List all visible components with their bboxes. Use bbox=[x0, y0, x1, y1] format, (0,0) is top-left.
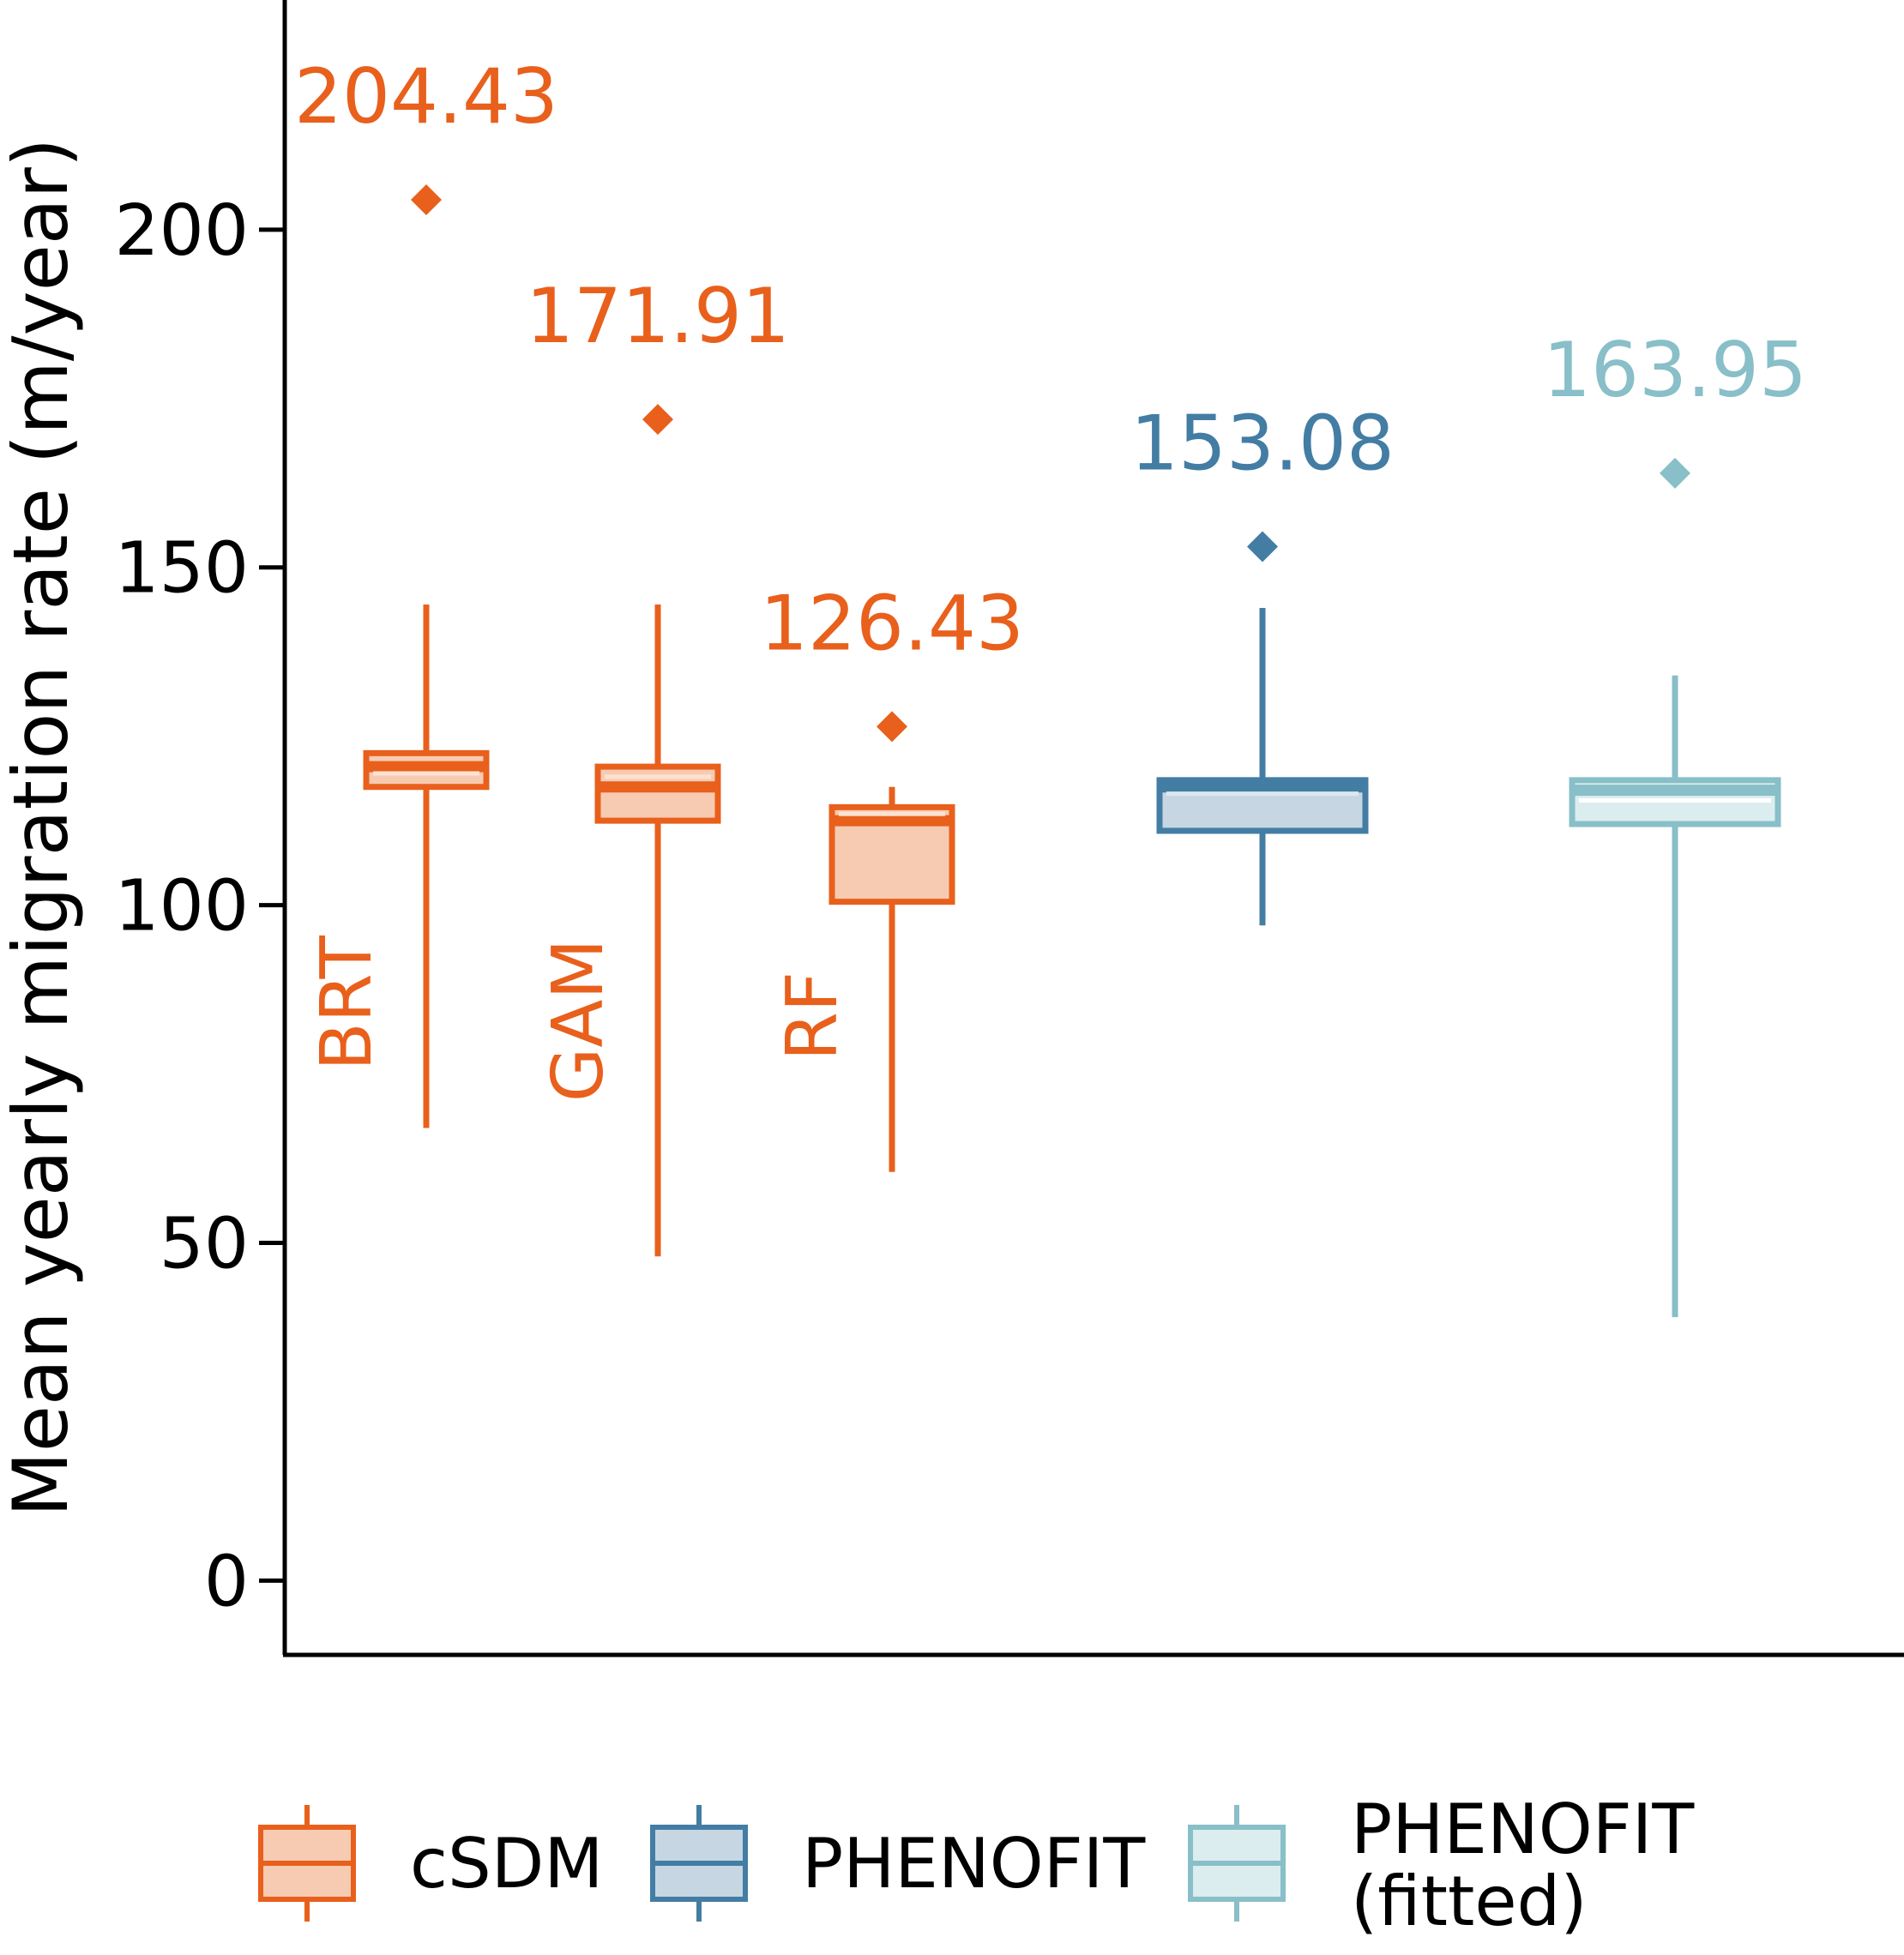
outlier-value-label: 163.95 bbox=[1543, 326, 1807, 414]
outlier-point bbox=[877, 711, 907, 743]
model-label: GAM bbox=[538, 939, 619, 1102]
outlier-value-label: 171.91 bbox=[526, 272, 790, 360]
legend-label: (fitted) bbox=[1351, 1862, 1588, 1941]
outlier-point bbox=[411, 183, 442, 215]
y-axis-title: Mean yearly migration rate (m/year) bbox=[0, 138, 85, 1517]
box-rf: 126.43 RF bbox=[760, 579, 1024, 1172]
legend-label: PHENOFIT bbox=[802, 1824, 1146, 1904]
model-label: RF bbox=[772, 971, 853, 1061]
box-phenofit-fitted-: 163.95 bbox=[1543, 326, 1807, 1318]
y-tick-label: 0 bbox=[204, 1541, 249, 1622]
y-tick-label: 50 bbox=[160, 1203, 249, 1284]
legend-label: PHENOFIT bbox=[1351, 1790, 1695, 1869]
y-tick-label: 100 bbox=[114, 866, 249, 947]
y-axis: 0 50 100 150 200 bbox=[114, 190, 285, 1622]
legend-item-csdm: cSDM bbox=[258, 1805, 603, 1922]
outlier-point bbox=[1247, 531, 1278, 562]
box-phenofit: 153.08 bbox=[1130, 399, 1395, 926]
box-brt: 204.43 BRT bbox=[294, 52, 558, 1128]
legend-label: cSDM bbox=[410, 1824, 603, 1904]
box-gam: 171.91 GAM bbox=[526, 272, 790, 1257]
legend-item-phenofit-fitted-: PHENOFIT(fitted) bbox=[1188, 1790, 1695, 1941]
y-tick-label: 200 bbox=[114, 190, 249, 272]
y-tick-label: 150 bbox=[114, 528, 249, 610]
outlier-value-label: 126.43 bbox=[760, 579, 1024, 667]
box-series: 204.43 BRT 171.91 GAM 126.43 RF 153.08 163.95 bbox=[294, 52, 1807, 1318]
outlier-point bbox=[1660, 457, 1690, 489]
model-label: BRT bbox=[306, 935, 388, 1070]
legend-item-phenofit: PHENOFIT bbox=[650, 1805, 1146, 1922]
outlier-value-label: 153.08 bbox=[1130, 399, 1395, 487]
outlier-point bbox=[642, 404, 673, 436]
outlier-value-label: 204.43 bbox=[294, 52, 558, 141]
legend: cSDM PHENOFIT PHENOFIT(fitted) bbox=[258, 1790, 1695, 1941]
